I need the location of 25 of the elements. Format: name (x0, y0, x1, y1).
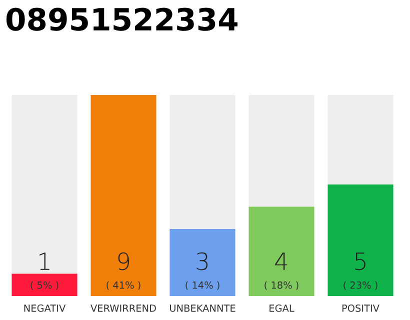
bar (328, 184, 394, 296)
data-label: 3 (196, 252, 208, 270)
bar (12, 274, 78, 296)
data-label: 1 (40, 252, 50, 270)
annotation: ( 14% ) (186, 281, 220, 290)
bar (248, 206, 314, 296)
x-tick-label: UNBEKANNTE (170, 304, 236, 312)
data-label: 9 (118, 252, 129, 270)
data-label: 5 (355, 252, 366, 270)
annotation: ( 18% ) (264, 281, 298, 290)
bar (170, 229, 236, 296)
x-tick-label: EGAL (270, 304, 294, 312)
bar (12, 95, 78, 274)
x-tick-label: VERWIRREND (90, 304, 156, 312)
bar (90, 95, 156, 296)
annotation: ( 5% ) (30, 281, 58, 290)
bar (328, 95, 394, 184)
chart-title: 08951522334 (6, 8, 238, 31)
x-tick-label: NEGATIV (24, 304, 66, 312)
annotation: ( 41% ) (106, 281, 140, 290)
bar (248, 95, 314, 207)
x-tick-label: POSITIV (342, 304, 380, 312)
bar (170, 95, 236, 229)
data-label: 4 (275, 252, 288, 270)
annotation: ( 23% ) (344, 281, 378, 290)
